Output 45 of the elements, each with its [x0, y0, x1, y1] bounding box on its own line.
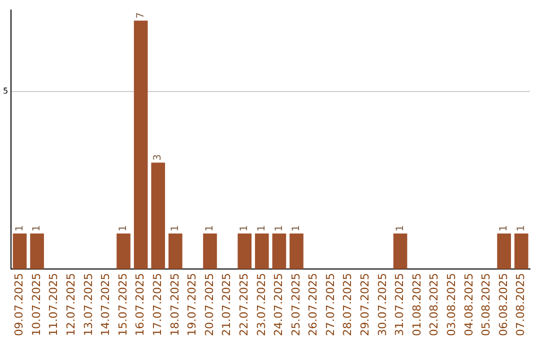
x-tick-label: 28.07.2025: [341, 273, 354, 336]
x-tick-label: 25.07.2025: [289, 273, 302, 336]
x-tick-label: 01.08.2025: [410, 273, 424, 336]
data-label: 1: [14, 225, 26, 232]
x-tick-label: 14.07.2025: [99, 273, 112, 336]
data-label: 1: [204, 225, 216, 232]
x-tick-label: 02.08.2025: [428, 273, 441, 336]
x-tick-label: 30.07.2025: [376, 273, 389, 336]
data-label: 1: [256, 225, 268, 232]
data-label: 1: [170, 225, 182, 232]
data-label: 3: [152, 154, 164, 161]
x-tick-label: 29.07.2025: [358, 273, 372, 336]
y-tick-label: 5: [2, 86, 8, 96]
x-tick-label: 12.07.2025: [64, 273, 78, 336]
data-label: 1: [32, 225, 43, 232]
x-tick-label: 27.07.2025: [324, 273, 337, 336]
x-tick-label: 13.07.2025: [82, 273, 95, 336]
x-tick-label: 16.07.2025: [134, 273, 147, 336]
x-tick-label: 21.07.2025: [220, 273, 234, 336]
data-label: 1: [118, 225, 130, 232]
x-tick-label: 24.07.2025: [272, 273, 286, 336]
x-tick-label: 22.07.2025: [237, 273, 250, 336]
x-tick-label: 07.08.2025: [514, 273, 528, 336]
x-tick-label: 11.07.2025: [47, 273, 60, 336]
x-tick-label: 06.08.2025: [496, 273, 510, 336]
x-tick-label: 23.07.2025: [254, 273, 268, 336]
x-tick-label: 26.07.2025: [306, 273, 320, 336]
data-label: 1: [291, 225, 302, 232]
data-label: 1: [239, 225, 250, 232]
x-tick-label: 04.08.2025: [462, 273, 476, 336]
x-tick-label: 09.07.2025: [12, 273, 26, 336]
data-label: 1: [498, 225, 510, 232]
x-tick-label: 15.07.2025: [116, 273, 130, 336]
x-tick-label: 20.07.2025: [202, 273, 216, 336]
data-label: 1: [274, 225, 285, 232]
data-label: 1: [516, 225, 527, 232]
x-tick-label: 18.07.2025: [168, 273, 182, 336]
data-label: 1: [394, 225, 406, 232]
x-tick-label: 17.07.2025: [150, 273, 164, 336]
x-tick-label: 10.07.2025: [30, 273, 43, 336]
x-tick-label: 19.07.2025: [186, 273, 199, 336]
data-label: 7: [135, 12, 146, 19]
x-tick-label: 31.07.2025: [393, 273, 406, 336]
x-tick-label: 05.08.2025: [480, 273, 493, 336]
x-tick-label: 03.08.2025: [445, 273, 458, 336]
